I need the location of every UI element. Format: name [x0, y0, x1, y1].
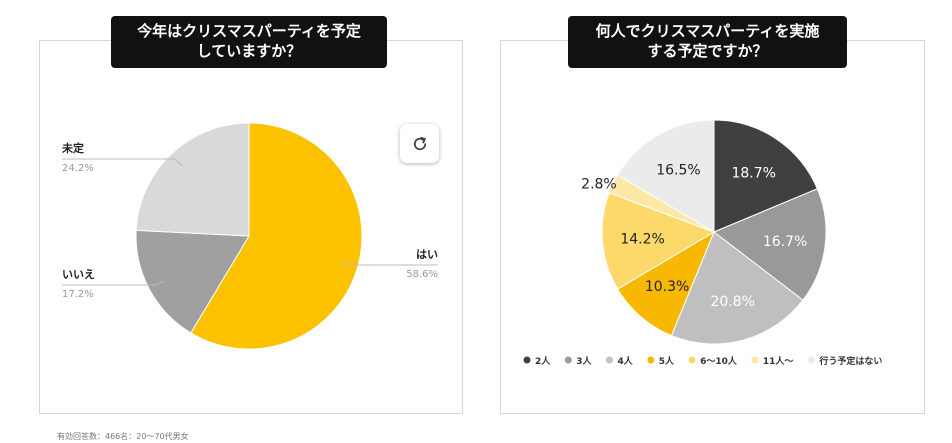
pie-right-slice-4 [601, 192, 716, 290]
pie-left-leader-1 [62, 280, 165, 286]
legend-label-4: 6〜10人 [700, 355, 738, 367]
pie-right-value-0: 18.7% [731, 165, 775, 181]
pie-left-value-2: 24.2% [62, 163, 94, 174]
legend-marker-4 [688, 356, 696, 364]
refresh-icon [413, 136, 426, 150]
pie-right-value-3: 10.3% [645, 279, 689, 295]
pie-left-leader-2 [62, 158, 184, 167]
chart-title-right: 何人でクリスマスパーティを実施 する予定ですか？ [568, 16, 847, 68]
pie-right-slice-2 [670, 231, 804, 345]
pie-left-label-1: いいえ [62, 268, 95, 281]
pie-right-slice-6 [616, 119, 715, 233]
pie-left-leader-0 [341, 261, 438, 266]
pie-right-slice-1 [713, 188, 827, 301]
pie-right-slice-0 [713, 119, 818, 233]
legend-marker-3 [647, 356, 655, 364]
legend-marker-6 [807, 356, 815, 364]
pie-left-value-1: 17.2% [62, 289, 94, 300]
legend-label-5: 11人〜 [763, 355, 794, 367]
pie-left-slice-2 [135, 122, 250, 237]
pie-right-value-6: 16.5% [656, 163, 700, 179]
chart-title-left: 今年はクリスマスパーティを予定 していますか？ [111, 16, 387, 68]
legend-marker-1 [564, 356, 572, 364]
chart-title-right-line2: する予定ですか？ [647, 42, 768, 60]
pie-right-value-1: 16.7% [763, 234, 807, 250]
legend-label-1: 3人 [576, 355, 592, 367]
chart-title-left-line1: 今年はクリスマスパーティを予定 [137, 22, 361, 40]
legend-label-0: 2人 [535, 355, 551, 367]
refresh-button[interactable] [400, 124, 439, 163]
legend-marker-0 [523, 356, 531, 364]
pie-left-value-0: 58.6% [406, 269, 438, 280]
pie-left-label-2: 未定 [61, 141, 84, 155]
pie-right-slice-3 [616, 230, 716, 337]
chart-title-right-line1: 何人でクリスマスパーティを実施 [595, 22, 820, 40]
pie-left-slice-0 [190, 122, 363, 350]
pie-left-label-0: はい [416, 248, 438, 261]
chart-title-left-line2: していますか？ [196, 42, 302, 60]
legend-label-2: 4人 [618, 355, 634, 367]
legend-marker-2 [606, 356, 614, 364]
pie-left-slice-1 [135, 229, 250, 334]
legend-marker-5 [751, 356, 759, 364]
pie-right-value-2: 20.8% [710, 294, 754, 310]
footnote: 有効回答数：466名：20〜70代男女 [57, 432, 189, 441]
legend-label-6: 行う予定はない [818, 355, 882, 367]
legend-label-3: 5人 [659, 355, 675, 367]
pie-right-value-4: 14.2% [620, 231, 664, 247]
pie-right-value-5: 2.8% [581, 177, 617, 193]
